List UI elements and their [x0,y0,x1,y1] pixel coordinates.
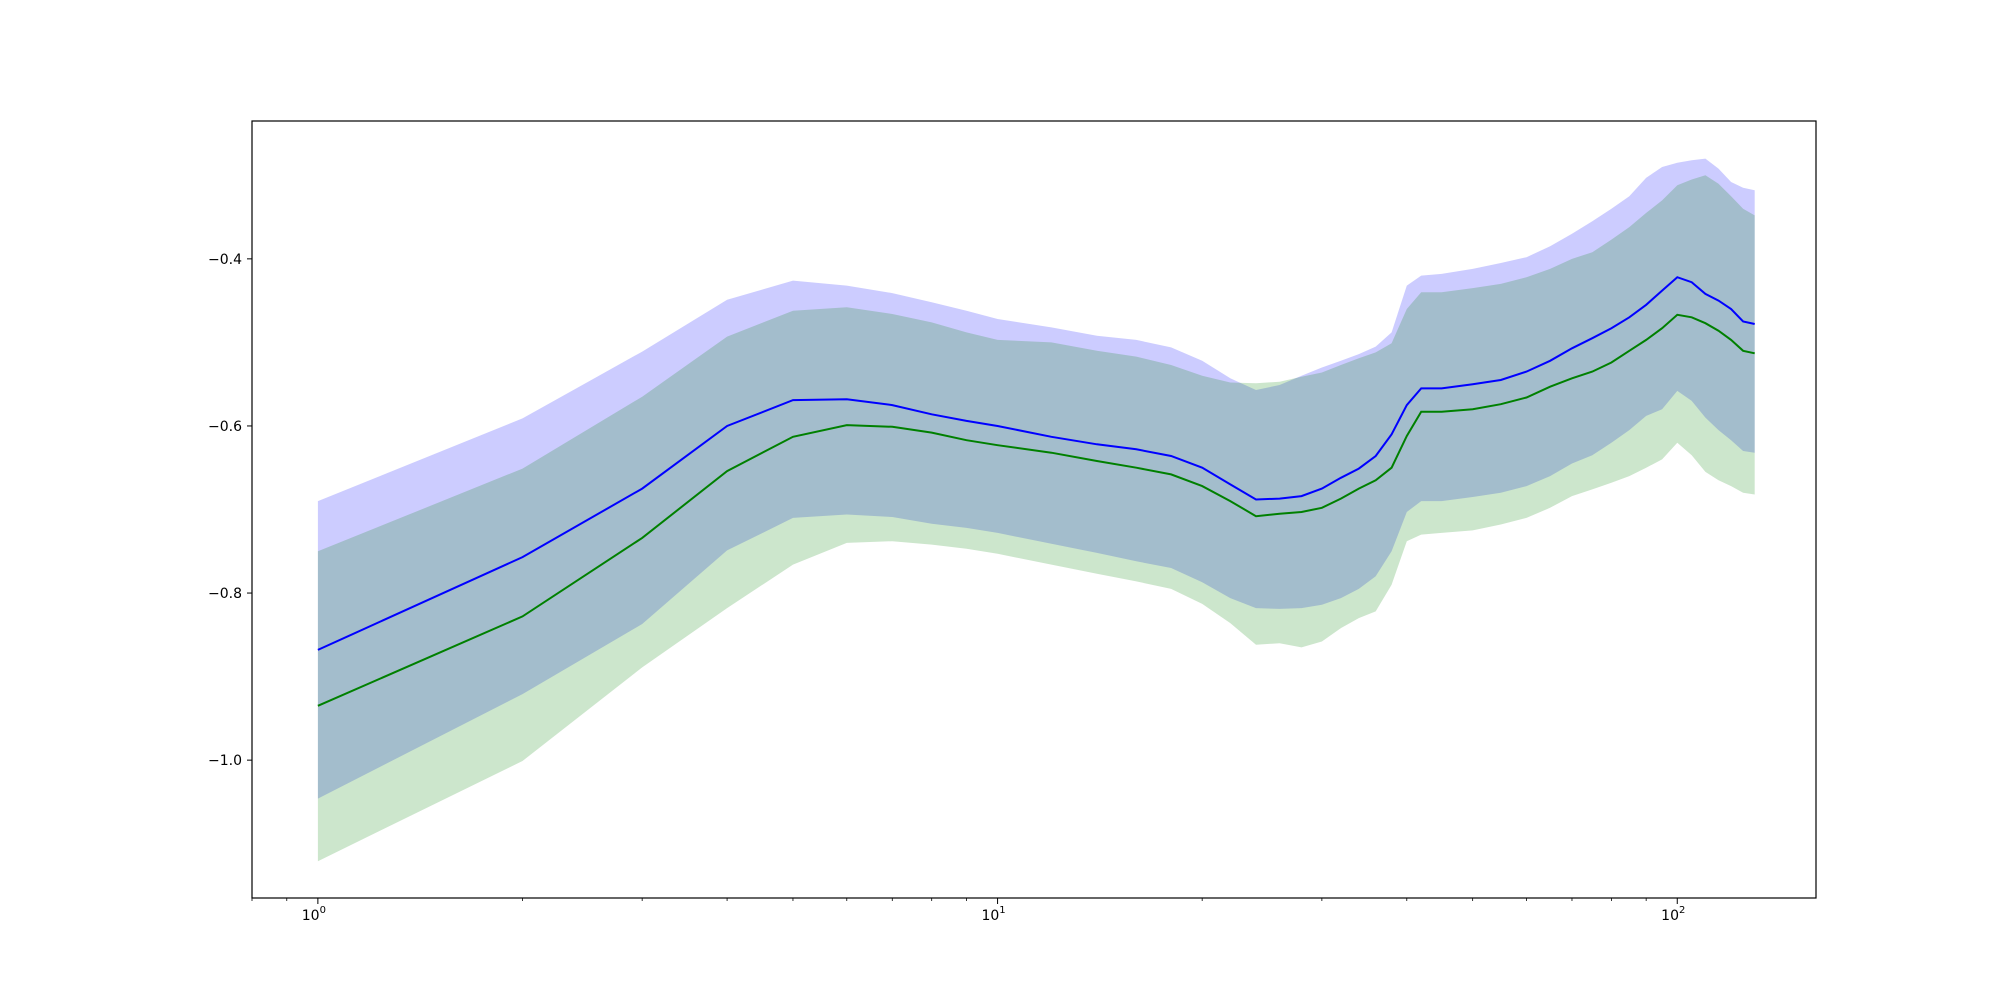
y-tick-label: −0.8 [208,586,242,602]
mean-line-2 [317,313,1755,707]
x-tick-label: 100 [302,905,326,924]
mean-line-1 [317,276,1755,651]
y-tick-label: −0.4 [208,252,242,268]
x-tick-label: 101 [981,905,1005,924]
y-tick-label: −1.0 [208,753,242,769]
x-tick-label: 102 [1661,905,1685,924]
axes-frame [251,120,1817,899]
x-axis-ticks: 100 101 102 [251,898,1685,924]
mean-lines [317,276,1755,707]
y-tick-label: −0.6 [208,419,242,435]
confidence-bands [317,158,1755,862]
y-axis-ticks: −0.4 −0.6 −0.8 −1.0 [208,252,252,769]
confidence-band-2 [317,175,1755,862]
confidence-band-1 [317,158,1755,799]
